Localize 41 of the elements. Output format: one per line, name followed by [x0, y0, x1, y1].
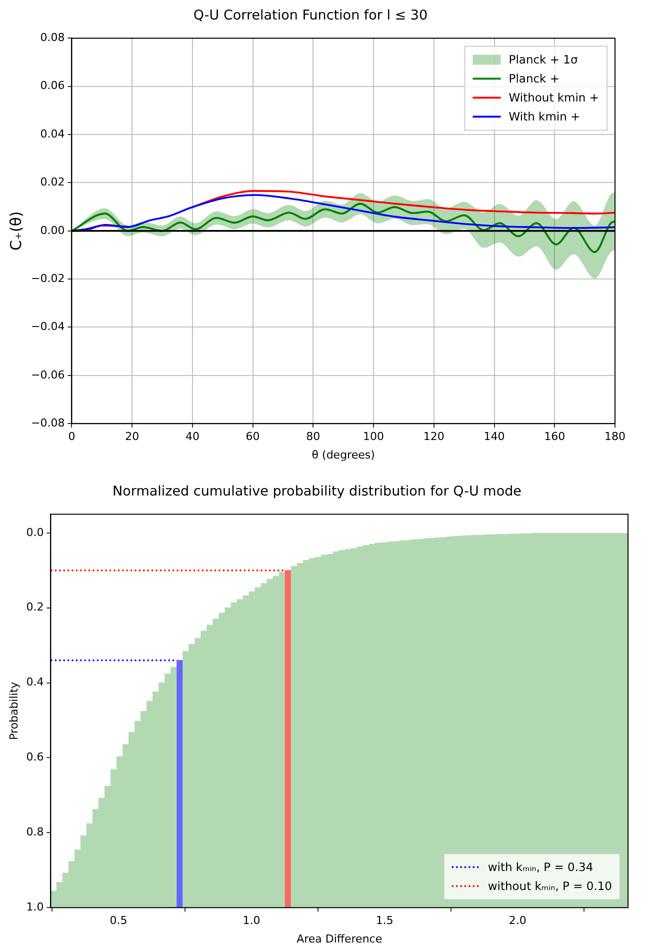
y-tick-label: −0.06	[30, 368, 65, 382]
y-tick-label: 1.0	[26, 900, 44, 914]
legend-label: Planck +	[508, 72, 560, 86]
y-tick-label: −0.04	[30, 320, 65, 334]
x-tick-label: 0.5	[110, 914, 128, 928]
x-axis-title: Area Difference	[296, 932, 382, 946]
legend-label: Without kmin +	[508, 90, 600, 105]
y-tick-label: 0.2	[26, 600, 44, 614]
x-tick-label: 1.5	[376, 914, 394, 928]
x-tick-label: 180	[604, 430, 626, 444]
y-tick-label: 0.8	[26, 826, 44, 839]
y-axis-title: Probability	[7, 681, 20, 740]
x-tick-label: 20	[125, 430, 140, 444]
x-tick-label: 140	[484, 430, 505, 444]
x-tick-label: 80	[306, 430, 320, 444]
legend-label: without kₘᵢₙ, P = 0.10	[488, 879, 612, 894]
y-tick-label: 0.00	[40, 224, 65, 237]
x-tick-label: 120	[423, 430, 444, 444]
y-tick-label: 0.4	[26, 676, 44, 689]
legend-label: with kₘᵢₙ, P = 0.34	[488, 860, 594, 874]
y-axis-title: C₊(θ)	[6, 211, 25, 251]
y-tick-label: 0.0	[26, 526, 44, 539]
y-tick-label: −0.02	[30, 272, 65, 285]
x-tick-label: 60	[246, 430, 260, 444]
x-tick-label: 40	[185, 430, 200, 444]
legend-label: Planck + 1σ	[508, 52, 578, 67]
y-tick-label: 0.6	[26, 750, 44, 764]
x-axis-title: θ (degrees)	[312, 448, 375, 462]
y-tick-label: 0.04	[40, 127, 65, 140]
x-tick-label: 160	[544, 430, 566, 444]
y-tick-label: 0.06	[40, 79, 65, 92]
y-tick-label: −0.08	[30, 416, 65, 430]
y-tick-label: 0.02	[40, 176, 65, 189]
chart-title: Q-U Correlation Function for l ≤ 30	[193, 8, 428, 24]
x-tick-label: 2.0	[508, 914, 526, 928]
x-tick-label: 0	[68, 430, 76, 444]
x-tick-label: 100	[363, 430, 384, 444]
chart-title: Normalized cumulative probability distribution for Q-U mode	[112, 484, 522, 500]
legend-label: With kmin +	[508, 110, 580, 124]
y-tick-label: 0.08	[40, 31, 65, 44]
x-tick-label: 1.0	[242, 914, 260, 928]
